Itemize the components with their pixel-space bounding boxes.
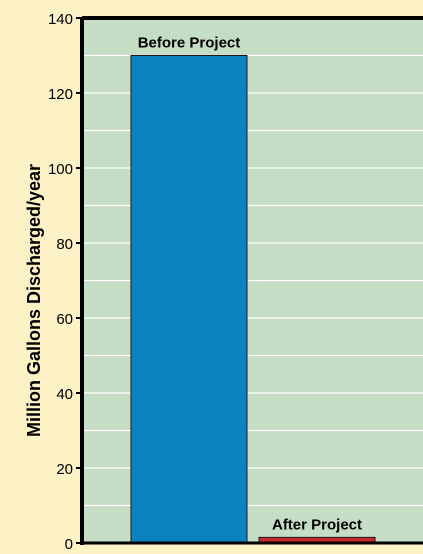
bar-before-project <box>130 55 248 544</box>
y-tick-label: 60 <box>56 311 73 328</box>
y-tick-label: 0 <box>65 536 73 549</box>
y-tick-label: 40 <box>56 386 73 403</box>
y-tick-label: 20 <box>56 461 73 478</box>
y-tick-label: 100 <box>48 161 73 178</box>
bar-data-label: Before Project <box>138 35 241 52</box>
y-tick-label: 120 <box>48 86 73 103</box>
y-axis-label: Million Gallons Discharged/year <box>24 164 44 437</box>
y-tick-label: 80 <box>56 236 73 253</box>
bar-data-label: After Project <box>272 516 362 533</box>
y-tick-label: 140 <box>48 11 73 28</box>
